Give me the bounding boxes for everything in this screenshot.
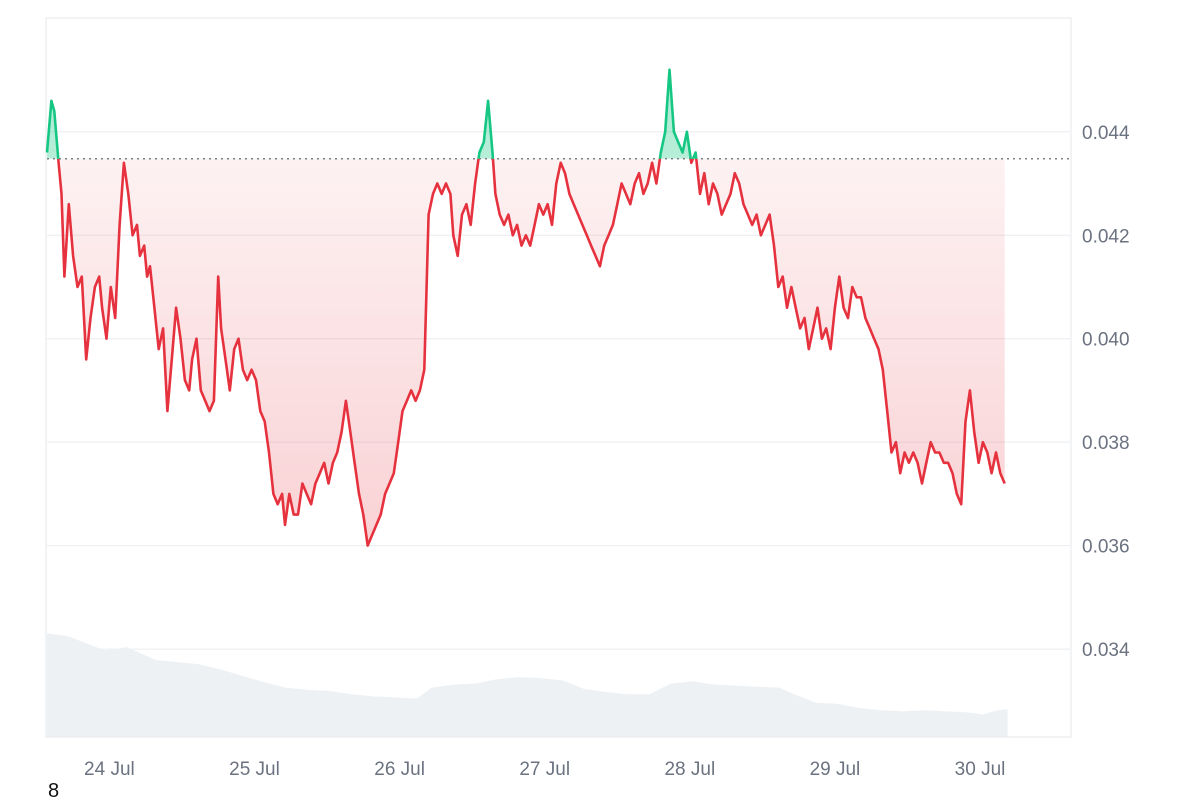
corner-label: 8 (48, 780, 60, 802)
price-line (45, 68, 1006, 547)
x-tick-label: 25 Jul (229, 759, 280, 780)
price-line-down (56, 158, 1006, 547)
volume-shape (47, 633, 1008, 737)
x-axis-ticks: 24 Jul 25 Jul 26 Jul 27 Jul 28 Jul 29 Jul 30 J… (84, 759, 1005, 780)
y-tick-label: 0.044 (1082, 123, 1130, 144)
volume-area (47, 633, 1008, 737)
x-tick-label: 30 Jul (955, 759, 1006, 780)
y-tick-label: 0.038 (1082, 433, 1130, 454)
y-tick-label: 0.042 (1082, 226, 1130, 247)
y-tick-label: 0.034 (1082, 640, 1130, 661)
y-axis-ticks: 0.034 0.036 0.038 0.040 0.042 0.044 (1082, 123, 1130, 661)
y-tick-label: 0.036 (1082, 537, 1130, 558)
x-tick-label: 29 Jul (810, 759, 861, 780)
y-tick-label: 0.040 (1082, 330, 1130, 351)
x-tick-label: 24 Jul (84, 759, 135, 780)
x-tick-label: 27 Jul (519, 759, 570, 780)
below-baseline-fill (47, 158, 1005, 546)
x-tick-label: 26 Jul (374, 759, 425, 780)
x-tick-label: 28 Jul (664, 759, 715, 780)
area-fills (47, 69, 1005, 546)
plot-frame (45, 17, 1072, 738)
